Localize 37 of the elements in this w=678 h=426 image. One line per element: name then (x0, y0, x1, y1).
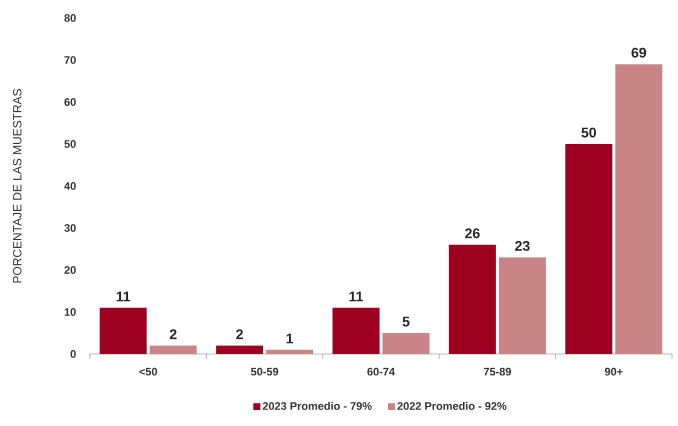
bar (498, 257, 546, 354)
data-label: 50 (581, 128, 596, 138)
x-tick-label: 50-59 (250, 368, 278, 376)
bar (382, 333, 430, 354)
bar (448, 244, 496, 354)
y-tick-label: 80 (64, 14, 76, 22)
legend-label: 2022 Promedio - 92% (397, 402, 506, 410)
x-tick-label: 90+ (604, 368, 623, 376)
bar (332, 308, 380, 354)
y-axis-title: PORCENTAJE DE LAS MUESTRAS (13, 89, 22, 283)
data-label: 1 (286, 334, 294, 344)
y-tick-label: 60 (64, 98, 76, 106)
x-tick-label: 60-74 (367, 368, 395, 376)
bar (565, 144, 612, 354)
data-label: 2 (236, 329, 243, 340)
y-tick-label: 20 (64, 266, 76, 274)
x-tick-label: 75-89 (484, 368, 511, 376)
x-tick-label: <50 (139, 368, 158, 376)
y-tick-label: 10 (64, 308, 76, 316)
data-label: 69 (632, 48, 646, 58)
data-label: 11 (350, 292, 363, 302)
legend-label: 2023 Promedio - 79% (262, 402, 372, 410)
data-label: 23 (515, 240, 530, 251)
y-tick-label: 30 (64, 224, 76, 232)
data-label: 2 (170, 329, 177, 340)
bar (150, 346, 197, 354)
bar (615, 64, 662, 354)
bar (100, 308, 147, 354)
data-label: 26 (465, 228, 480, 238)
bar (216, 346, 264, 354)
data-label: 11 (116, 292, 130, 302)
y-tick-label: 0 (70, 350, 76, 358)
y-tick-label: 40 (64, 182, 76, 190)
data-label: 5 (402, 316, 410, 326)
y-tick-label: 50 (64, 140, 76, 148)
bar (266, 350, 314, 354)
y-tick-label: 70 (64, 56, 76, 64)
